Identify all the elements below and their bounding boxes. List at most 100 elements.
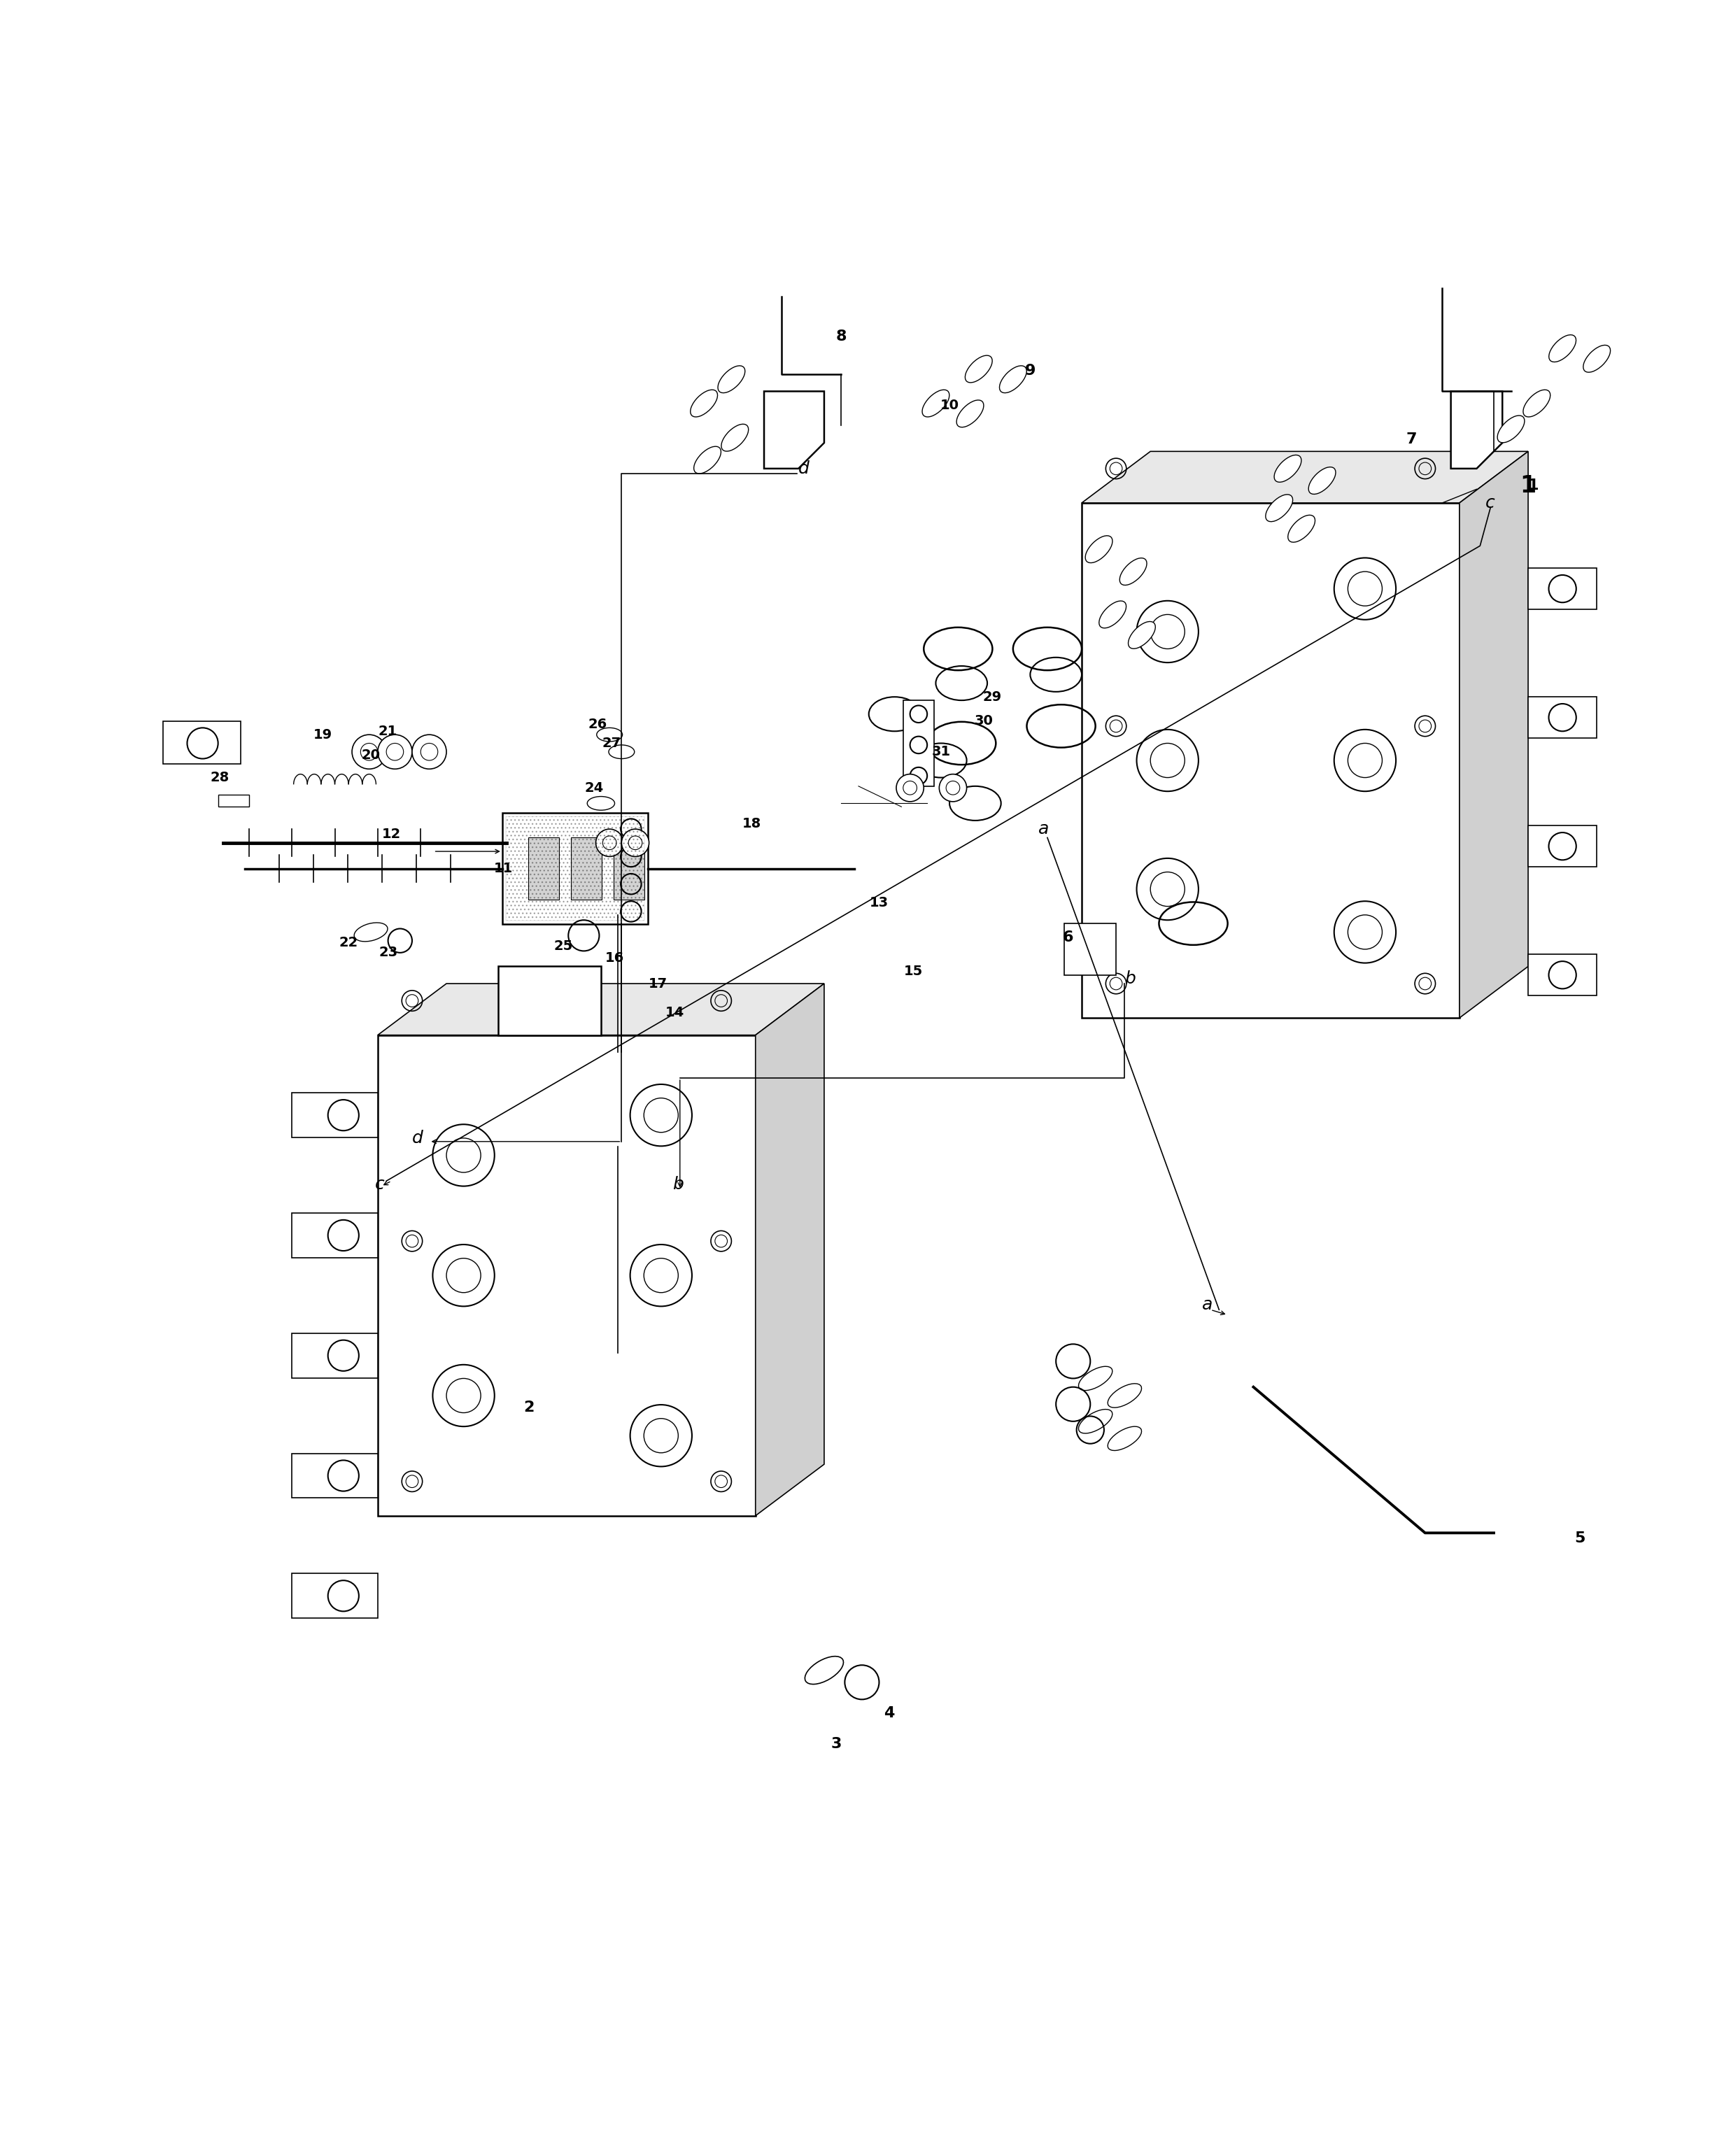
Text: 25: 25: [553, 940, 573, 953]
Text: 5: 5: [1574, 1531, 1585, 1546]
Ellipse shape: [1288, 515, 1315, 541]
Text: 21: 21: [378, 724, 398, 737]
Text: d: d: [798, 459, 809, 476]
Ellipse shape: [1265, 494, 1293, 522]
Circle shape: [896, 774, 924, 802]
Polygon shape: [764, 392, 824, 468]
Circle shape: [352, 735, 386, 770]
Bar: [1528, 569, 1597, 610]
Ellipse shape: [608, 746, 634, 759]
Text: 15: 15: [903, 966, 924, 979]
Circle shape: [596, 830, 623, 856]
Bar: [1528, 696, 1597, 737]
Polygon shape: [755, 983, 824, 1516]
Bar: [529, 839, 560, 899]
Text: 22: 22: [338, 936, 359, 949]
Polygon shape: [378, 983, 824, 1035]
Ellipse shape: [694, 446, 721, 474]
Text: 30: 30: [975, 714, 992, 727]
Text: 14: 14: [664, 1007, 685, 1020]
Text: 8: 8: [836, 330, 846, 343]
Ellipse shape: [1308, 468, 1336, 494]
Text: 10: 10: [939, 399, 960, 412]
Ellipse shape: [718, 367, 745, 392]
Text: 4: 4: [884, 1705, 895, 1720]
Ellipse shape: [1128, 621, 1156, 649]
Circle shape: [412, 735, 446, 770]
Ellipse shape: [1107, 1427, 1142, 1451]
Ellipse shape: [1497, 416, 1525, 442]
Ellipse shape: [1107, 1384, 1142, 1408]
Text: 1: 1: [1528, 479, 1538, 494]
Text: 12: 12: [381, 828, 402, 841]
Text: 1: 1: [1520, 474, 1537, 498]
Bar: [615, 839, 646, 899]
Ellipse shape: [1549, 334, 1576, 362]
Text: 31: 31: [931, 746, 951, 759]
Text: 7: 7: [1406, 433, 1417, 446]
Ellipse shape: [1085, 535, 1113, 563]
Bar: [292, 1093, 378, 1138]
Text: b: b: [673, 1175, 683, 1192]
Bar: [292, 1214, 378, 1257]
Text: 11: 11: [493, 862, 513, 875]
Ellipse shape: [805, 1656, 843, 1684]
Text: 23: 23: [378, 946, 398, 959]
Text: 20: 20: [361, 748, 381, 761]
Polygon shape: [1459, 451, 1528, 1018]
Text: a: a: [1039, 821, 1049, 837]
Text: 24: 24: [584, 780, 604, 796]
Ellipse shape: [1078, 1367, 1113, 1391]
Text: 3: 3: [831, 1738, 841, 1751]
Text: 17: 17: [647, 977, 668, 990]
Bar: [507, 817, 646, 921]
FancyBboxPatch shape: [503, 813, 649, 925]
Bar: [292, 1453, 378, 1498]
Bar: [1528, 826, 1597, 867]
Bar: [163, 720, 240, 763]
Ellipse shape: [965, 356, 992, 382]
Ellipse shape: [1099, 602, 1126, 627]
Polygon shape: [1065, 923, 1116, 975]
Polygon shape: [1451, 392, 1502, 468]
Text: 2: 2: [524, 1401, 534, 1414]
Bar: [1082, 502, 1459, 1018]
Bar: [378, 1035, 755, 1516]
Text: 19: 19: [312, 729, 333, 742]
Ellipse shape: [922, 390, 950, 416]
Text: d: d: [412, 1130, 422, 1147]
Ellipse shape: [587, 796, 615, 811]
Text: 29: 29: [982, 690, 1003, 703]
Text: 18: 18: [742, 817, 762, 830]
Text: a: a: [1202, 1296, 1212, 1313]
Text: b: b: [1125, 970, 1135, 987]
Ellipse shape: [956, 401, 984, 427]
Ellipse shape: [1078, 1410, 1113, 1434]
Text: 28: 28: [209, 772, 230, 785]
Bar: [292, 1332, 378, 1378]
Ellipse shape: [721, 425, 749, 451]
Text: c: c: [374, 1175, 385, 1192]
Text: c: c: [1485, 494, 1496, 511]
Bar: [292, 1574, 378, 1619]
Circle shape: [622, 830, 649, 856]
Bar: [1528, 955, 1597, 996]
Bar: [498, 966, 601, 1035]
Polygon shape: [903, 701, 934, 787]
Text: 9: 9: [1025, 364, 1035, 377]
Ellipse shape: [690, 390, 718, 416]
Text: 13: 13: [869, 897, 889, 910]
Text: 16: 16: [604, 951, 625, 964]
Ellipse shape: [1583, 345, 1611, 373]
Ellipse shape: [1119, 558, 1147, 584]
Ellipse shape: [354, 923, 388, 942]
Ellipse shape: [598, 729, 622, 742]
Ellipse shape: [1523, 390, 1550, 416]
Ellipse shape: [1274, 455, 1301, 483]
Text: 26: 26: [587, 718, 608, 731]
Bar: [572, 839, 603, 899]
Text: 6: 6: [1063, 929, 1073, 944]
Text: 27: 27: [601, 737, 622, 750]
Circle shape: [378, 735, 412, 770]
Ellipse shape: [999, 367, 1027, 392]
